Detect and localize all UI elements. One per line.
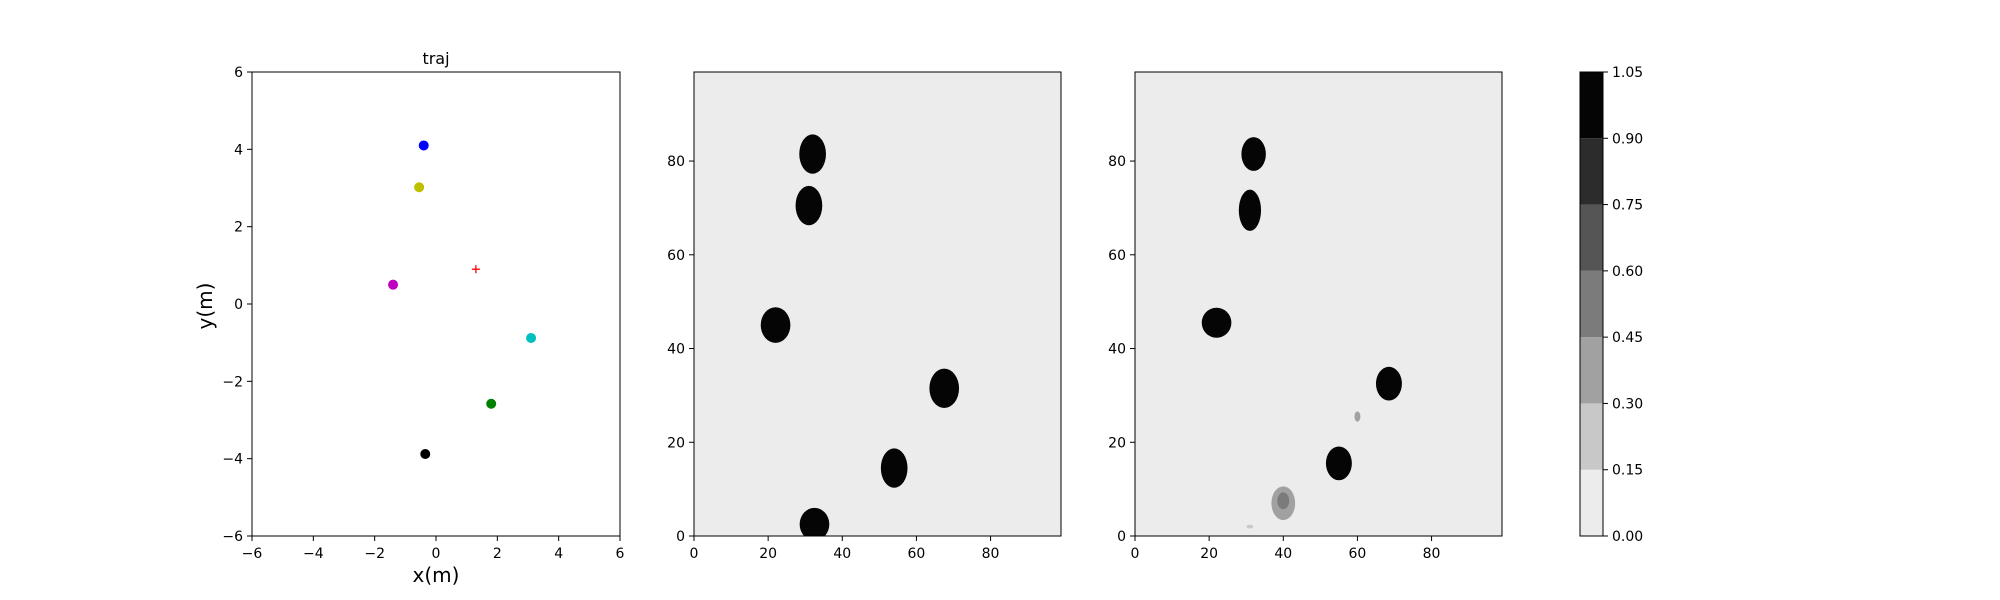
- pred-blob: [1201, 307, 1232, 338]
- pred-blobs: [1201, 137, 1402, 529]
- colorbar-frame: [1579, 71, 1604, 537]
- traj-plot-area: [252, 72, 620, 536]
- pred-xtick-label: 60: [1349, 546, 1367, 562]
- gt-blob: [929, 368, 960, 409]
- pred-xtick-label: 20: [1200, 546, 1218, 562]
- pred-xtick-label: 40: [1274, 546, 1292, 562]
- traj-xlabel: x(m): [413, 563, 460, 587]
- colorbar-tick-label: 0.00: [1612, 529, 1643, 545]
- gt-plot-area: [694, 72, 1061, 536]
- traj-xtick-label: 2: [493, 546, 502, 562]
- traj-ylabel: y(m): [193, 283, 217, 330]
- pred-plot-area: [1135, 72, 1502, 536]
- traj-frame: [251, 71, 621, 537]
- traj-point: [526, 333, 537, 344]
- traj-xtick-label: −4: [303, 546, 324, 562]
- gt-xtick-label: 80: [982, 546, 1000, 562]
- gt-ytick-label: 20: [667, 435, 685, 451]
- pred-frame: [1134, 71, 1503, 537]
- colorbar-band: [1580, 270, 1603, 338]
- traj-xtick-label: −2: [364, 546, 385, 562]
- gt-xtick-label: 40: [833, 546, 851, 562]
- gt-blob: [760, 307, 791, 343]
- colorbar-tick-label: 1.05: [1612, 65, 1643, 81]
- pred-ytick-label: 60: [1108, 248, 1126, 264]
- gt-xtick-label: 0: [690, 546, 699, 562]
- colorbar: 0.00 0.15 0.30 0.45 0.60 0.75 0.90 1.05: [1579, 65, 1643, 545]
- gt-blob: [799, 134, 826, 174]
- colorbar-band: [1580, 337, 1603, 404]
- gt-ytick-label: 40: [667, 342, 685, 358]
- pred-ytick-label: 20: [1108, 435, 1126, 451]
- traj-axes: −6 −4 −2 0 2 4 6 −6 −4 −2 0 2 4 6: [222, 65, 624, 562]
- gt-blob: [795, 185, 823, 226]
- colorbar-band: [1580, 469, 1603, 536]
- pred-ytick-label: 0: [1117, 529, 1126, 545]
- gt-ytick-label: 60: [667, 248, 685, 264]
- pred-blob: [1354, 411, 1361, 422]
- traj-ytick-label: −6: [222, 529, 243, 545]
- pred-ytick-label: 80: [1108, 154, 1126, 170]
- gt-ytick-label: 0: [676, 529, 685, 545]
- traj-point: [418, 140, 429, 151]
- traj-point: [414, 182, 425, 193]
- traj-goal-marker: [471, 265, 480, 274]
- traj-ytick-label: 4: [234, 142, 243, 158]
- pred-blob: [1246, 524, 1254, 529]
- colorbar-band: [1580, 204, 1603, 271]
- gt-xtick-label: 20: [759, 546, 777, 562]
- colorbar-tick-label: 0.15: [1612, 463, 1643, 479]
- traj-point: [420, 449, 431, 460]
- traj-ytick-label: 0: [234, 297, 243, 313]
- pred-ytick-label: 40: [1108, 342, 1126, 358]
- gt-xtick-label: 60: [908, 546, 926, 562]
- ground-truth-heatmap: 0 20 40 60 80 0 20 40 60 80: [667, 71, 1062, 562]
- colorbar-band: [1580, 403, 1603, 470]
- pred-xtick-label: 0: [1131, 546, 1140, 562]
- traj-ytick-label: −4: [222, 452, 243, 468]
- pred-blob: [1238, 189, 1262, 231]
- colorbar-tick-label: 0.45: [1612, 330, 1643, 346]
- colorbar-tick-label: 0.30: [1612, 396, 1643, 412]
- traj-xtick-label: −6: [242, 546, 263, 562]
- traj-ytick-label: −2: [222, 374, 243, 390]
- gt-blob: [799, 507, 830, 536]
- gt-frame: [693, 71, 1062, 537]
- colorbar-band: [1580, 72, 1603, 139]
- trajectory-plot: traj x(m) y(m) −6 −4 −2 0 2 4 6 −6 −4 −2 0 2 4 6: [193, 49, 625, 587]
- pred-blob: [1325, 446, 1352, 481]
- gt-axes: 0 20 40 60 80 0 20 40 60 80: [667, 71, 1062, 562]
- gt-blob: [880, 448, 908, 488]
- pred-axes: 0 20 40 60 80 0 20 40 60 80: [1108, 71, 1503, 562]
- traj-point: [388, 279, 399, 290]
- traj-title: traj: [422, 49, 449, 68]
- traj-ytick-label: 6: [234, 65, 243, 81]
- colorbar-band: [1580, 138, 1603, 205]
- pred-blob: [1375, 366, 1402, 401]
- traj-ytick-label: 2: [234, 220, 243, 236]
- prediction-heatmap: 0 20 40 60 80 0 20 40 60 80: [1108, 71, 1503, 562]
- pred-blob: [1277, 492, 1290, 510]
- pred-xtick-label: 80: [1423, 546, 1441, 562]
- gt-blobs: [760, 134, 960, 536]
- pred-blob: [1241, 137, 1266, 171]
- gt-ytick-label: 80: [667, 154, 685, 170]
- colorbar-tick-label: 0.75: [1612, 198, 1643, 214]
- traj-xtick-label: 6: [616, 546, 625, 562]
- colorbar-tick-label: 0.90: [1612, 131, 1643, 147]
- traj-xtick-label: 4: [554, 546, 563, 562]
- colorbar-tick-label: 0.60: [1612, 264, 1643, 280]
- traj-xtick-label: 0: [432, 546, 441, 562]
- traj-point: [486, 398, 497, 409]
